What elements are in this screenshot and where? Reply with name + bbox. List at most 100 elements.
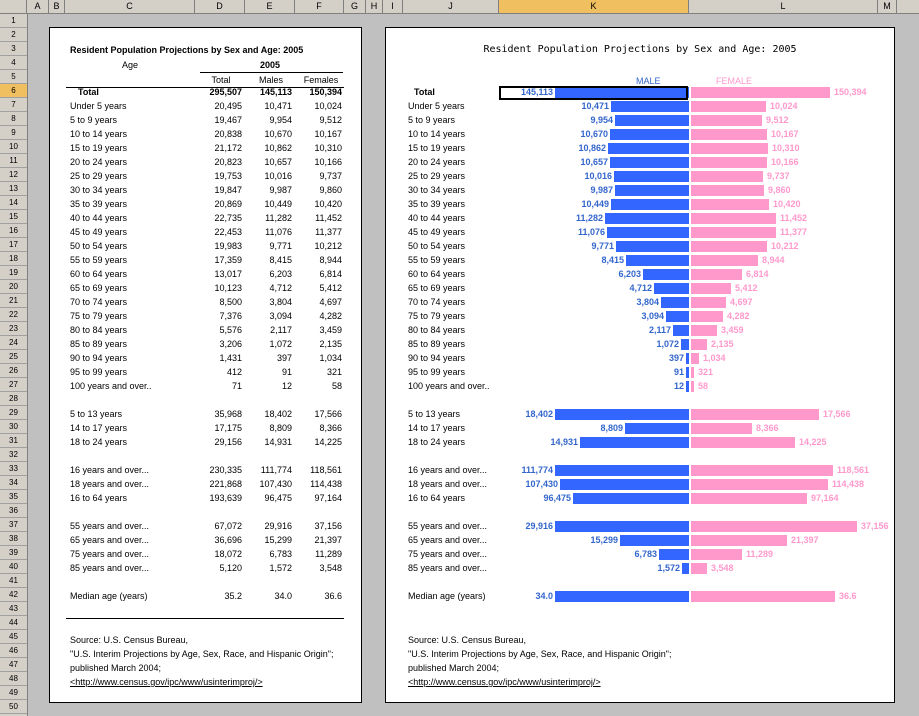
row-header-10[interactable]: 10 (0, 140, 27, 154)
column-header-H[interactable]: H (366, 0, 383, 13)
column-header-L[interactable]: L (689, 0, 878, 13)
chart-row-label: 16 years and over... (408, 465, 488, 475)
row-header-7[interactable]: 7 (0, 98, 27, 112)
row-header-37[interactable]: 37 (0, 518, 27, 532)
row-header-41[interactable]: 41 (0, 574, 27, 588)
column-header-D[interactable]: D (195, 0, 245, 13)
female-bar (691, 241, 767, 252)
column-header-F[interactable]: F (295, 0, 344, 13)
chart-row-label: 45 to 49 years (408, 227, 466, 237)
column-header-K[interactable]: K (499, 0, 689, 13)
row-header-45[interactable]: 45 (0, 630, 27, 644)
row-header-42[interactable]: 42 (0, 588, 27, 602)
female-value: 10,212 (314, 241, 342, 251)
row-header-3[interactable]: 3 (0, 42, 27, 56)
male-bar (681, 339, 689, 350)
row-header-31[interactable]: 31 (0, 434, 27, 448)
row-header-25[interactable]: 25 (0, 350, 27, 364)
female-bar (691, 199, 769, 210)
row-header-13[interactable]: 13 (0, 182, 27, 196)
female-value: 21,397 (314, 535, 342, 545)
column-header-B[interactable]: B (49, 0, 65, 13)
row-header-40[interactable]: 40 (0, 560, 27, 574)
column-header-A[interactable]: A (27, 0, 49, 13)
total-value: 17,359 (214, 255, 242, 265)
row-header-33[interactable]: 33 (0, 462, 27, 476)
column-header-C[interactable]: C (65, 0, 195, 13)
male-bar (666, 311, 689, 322)
row-header-21[interactable]: 21 (0, 294, 27, 308)
row-label: 55 years and over... (70, 521, 150, 531)
row-header-46[interactable]: 46 (0, 644, 27, 658)
female-bar-label: 9,512 (766, 115, 789, 125)
row-header-9[interactable]: 9 (0, 126, 27, 140)
row-header-16[interactable]: 16 (0, 224, 27, 238)
male-bar-label: 107,430 (525, 479, 558, 489)
female-bar (691, 87, 830, 98)
female-bar-label: 17,566 (823, 409, 851, 419)
row-header-30[interactable]: 30 (0, 420, 27, 434)
male-bar-label: 9,987 (590, 185, 613, 195)
male-bar (610, 129, 689, 140)
row-header-1[interactable]: 1 (0, 14, 27, 28)
female-bar-label: 10,420 (773, 199, 801, 209)
column-header-G[interactable]: G (344, 0, 366, 13)
column-header-corner[interactable] (0, 0, 27, 13)
source-line-1: Source: U.S. Census Bureau, (70, 635, 189, 645)
female-value: 10,024 (314, 101, 342, 111)
row-header-15[interactable]: 15 (0, 210, 27, 224)
row-header-34[interactable]: 34 (0, 476, 27, 490)
column-header-M[interactable]: M (878, 0, 897, 13)
row-header-12[interactable]: 12 (0, 168, 27, 182)
chart-source-link[interactable]: <http://www.census.gov/ipc/www/usinterim… (408, 677, 601, 687)
row-header-47[interactable]: 47 (0, 658, 27, 672)
female-bar (691, 185, 764, 196)
row-header-50[interactable]: 50 (0, 700, 27, 714)
row-header-17[interactable]: 17 (0, 238, 27, 252)
male-bar (625, 423, 689, 434)
row-header-28[interactable]: 28 (0, 392, 27, 406)
male-value: 107,430 (259, 479, 292, 489)
row-header-24[interactable]: 24 (0, 336, 27, 350)
row-header-38[interactable]: 38 (0, 532, 27, 546)
female-bar (691, 465, 833, 476)
row-header-35[interactable]: 35 (0, 490, 27, 504)
row-header-8[interactable]: 8 (0, 112, 27, 126)
row-header-6[interactable]: 6 (0, 84, 27, 98)
row-header-19[interactable]: 19 (0, 266, 27, 280)
male-bar (654, 283, 689, 294)
row-header-39[interactable]: 39 (0, 546, 27, 560)
column-header-E[interactable]: E (245, 0, 295, 13)
row-header-18[interactable]: 18 (0, 252, 27, 266)
row-header-44[interactable]: 44 (0, 616, 27, 630)
column-header-J[interactable]: J (403, 0, 499, 13)
row-header-11[interactable]: 11 (0, 154, 27, 168)
female-value: 14,225 (314, 437, 342, 447)
row-header-4[interactable]: 4 (0, 56, 27, 70)
row-header-29[interactable]: 29 (0, 406, 27, 420)
selected-cell-K6[interactable] (499, 86, 688, 100)
chart-row-label: 65 to 69 years (408, 283, 466, 293)
row-header-5[interactable]: 5 (0, 70, 27, 84)
row-header-26[interactable]: 26 (0, 364, 27, 378)
male-bar-label: 10,471 (581, 101, 609, 111)
row-header-48[interactable]: 48 (0, 672, 27, 686)
row-header-27[interactable]: 27 (0, 378, 27, 392)
chart-row-label: 5 to 9 years (408, 115, 456, 125)
chart-row-label: 100 years and over.. (408, 381, 490, 391)
row-header-36[interactable]: 36 (0, 504, 27, 518)
row-header-49[interactable]: 49 (0, 686, 27, 700)
row-header-32[interactable]: 32 (0, 448, 27, 462)
row-header-43[interactable]: 43 (0, 602, 27, 616)
row-header-22[interactable]: 22 (0, 308, 27, 322)
source-link[interactable]: <http://www.census.gov/ipc/www/usinterim… (70, 677, 263, 687)
male-value: 10,016 (264, 171, 292, 181)
row-header-14[interactable]: 14 (0, 196, 27, 210)
row-header-20[interactable]: 20 (0, 280, 27, 294)
column-header-I[interactable]: I (383, 0, 403, 13)
row-header-23[interactable]: 23 (0, 322, 27, 336)
male-value: 9,954 (269, 115, 292, 125)
total-value: 17,175 (214, 423, 242, 433)
row-header-2[interactable]: 2 (0, 28, 27, 42)
male-bar-label: 9,954 (590, 115, 613, 125)
